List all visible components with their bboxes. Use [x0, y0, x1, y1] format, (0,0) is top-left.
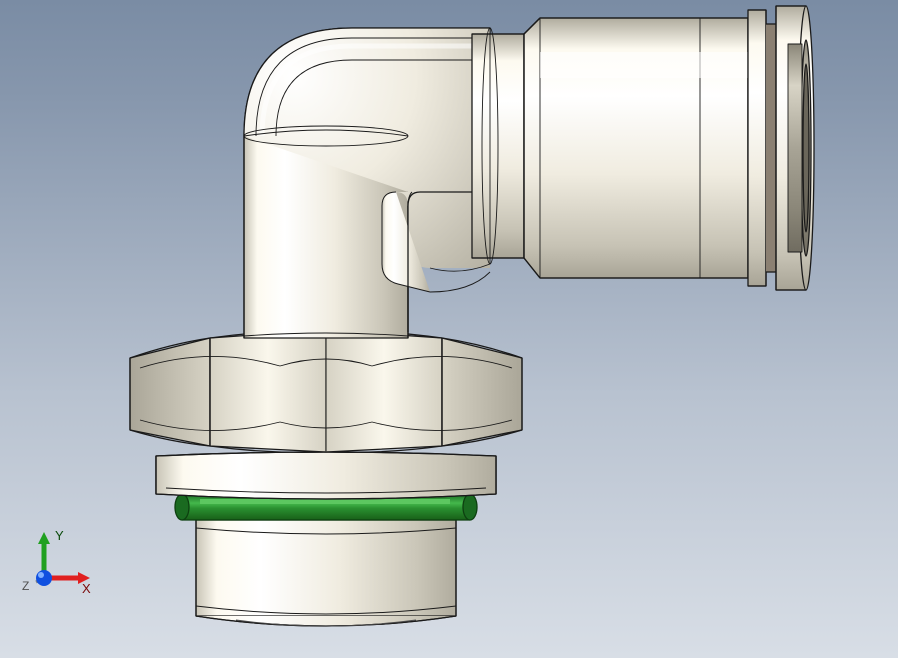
flange [156, 452, 496, 499]
horizontal-barrel [472, 18, 748, 278]
axis-label-z: Z [22, 579, 29, 593]
hex-nut [130, 330, 522, 452]
triad-origin-highlight [38, 572, 44, 578]
model-canvas[interactable] [0, 0, 898, 658]
thread-boss [196, 520, 456, 626]
coordinate-triad[interactable]: Y X Z [20, 528, 100, 608]
elbow-fitting-model [130, 6, 814, 626]
triad-origin [36, 570, 52, 586]
axis-label-x: X [82, 581, 91, 596]
axis-label-y: Y [55, 528, 64, 543]
cad-viewport[interactable]: Y X Z [0, 0, 898, 658]
push-collar [748, 6, 814, 290]
